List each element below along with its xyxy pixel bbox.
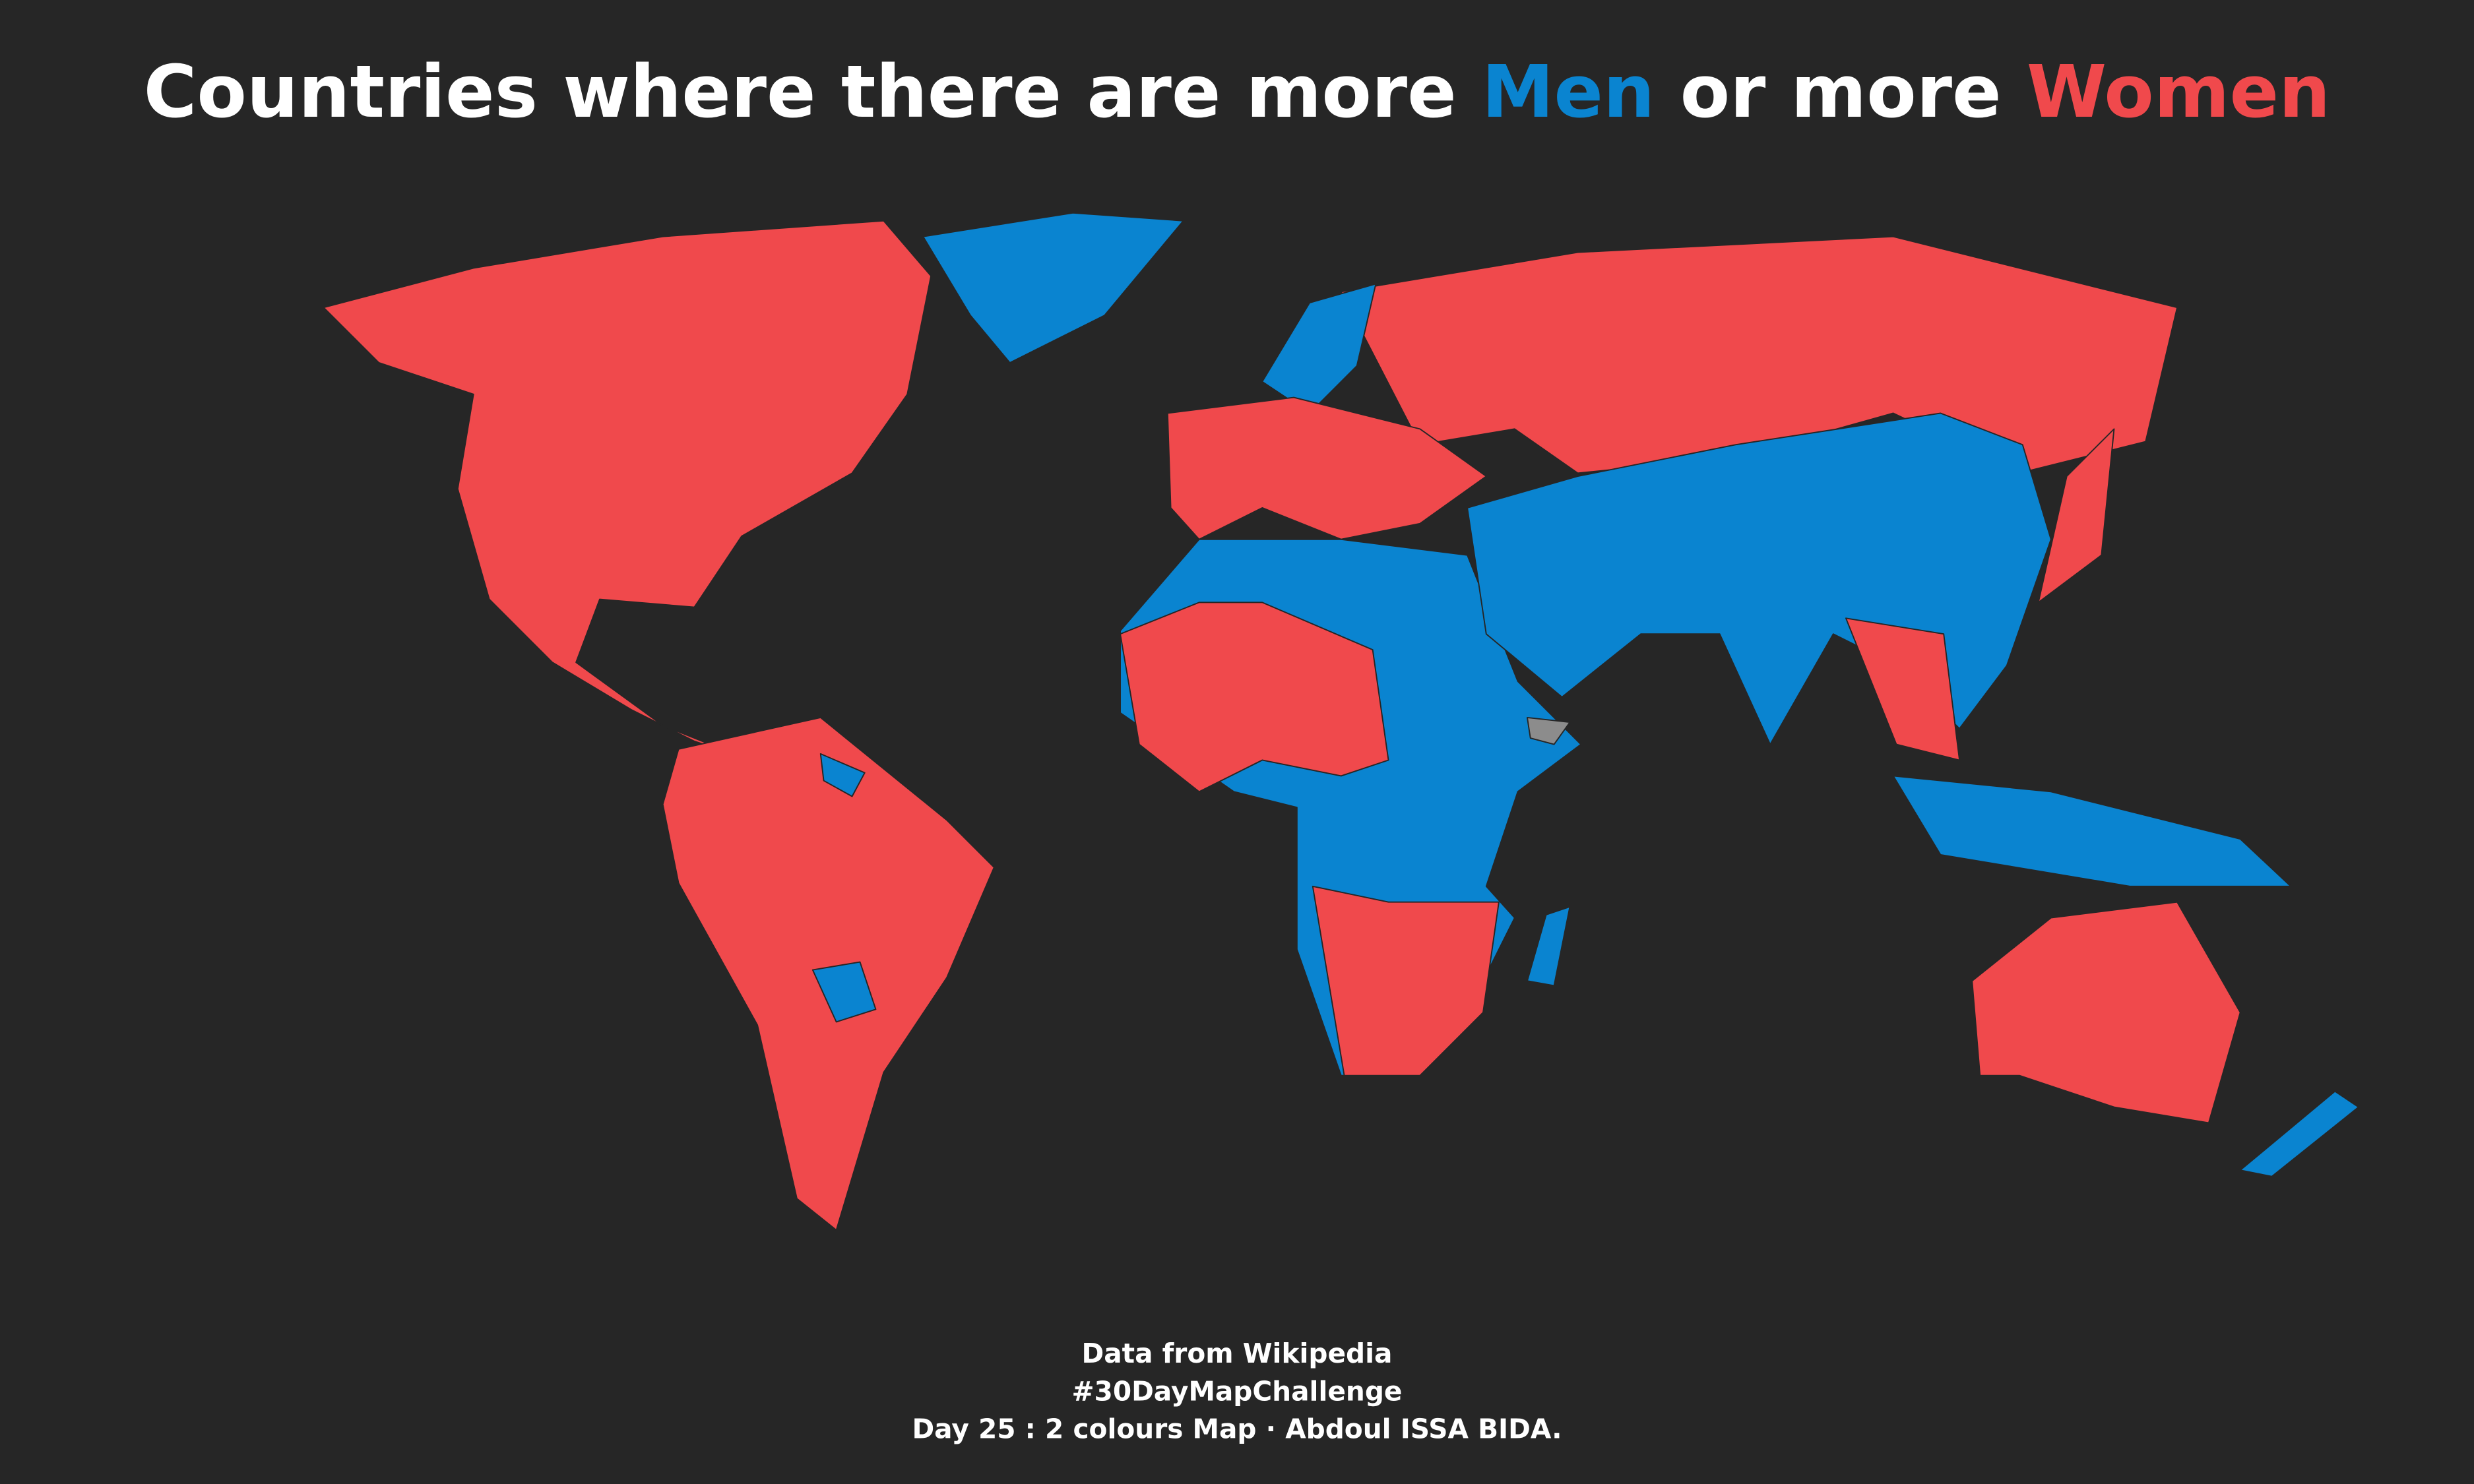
paraguay	[811, 961, 877, 1023]
title-part: or more	[1680, 49, 2002, 134]
footer-credit: Day 25 : 2 colours Map · Abdoul ISSA BID…	[912, 1413, 1562, 1445]
world-map	[323, 212, 2360, 1231]
title-part: Countries where there are more	[144, 49, 1457, 134]
north-america	[323, 220, 932, 758]
indonesia	[1892, 775, 2292, 887]
footer-source: Data from Wikipedia	[1082, 1338, 1393, 1369]
somalia	[1527, 716, 1571, 745]
madagascar	[1527, 906, 1571, 987]
europe	[1166, 396, 1487, 540]
new-zealand	[2239, 1090, 2360, 1177]
title: Countries where there are more Men or mo…	[144, 49, 2331, 134]
greenland	[922, 212, 1184, 363]
footer-hashtag: #30DayMapChallenge	[1072, 1375, 1403, 1407]
title-women: Women	[2027, 49, 2330, 134]
japan	[2037, 428, 2115, 603]
west-africa	[1120, 602, 1389, 793]
guianas	[819, 753, 866, 797]
southeast-asia	[1845, 617, 1961, 761]
title-men: Men	[1482, 49, 1655, 134]
australia	[1971, 901, 2241, 1124]
southern-africa	[1312, 885, 1500, 1076]
